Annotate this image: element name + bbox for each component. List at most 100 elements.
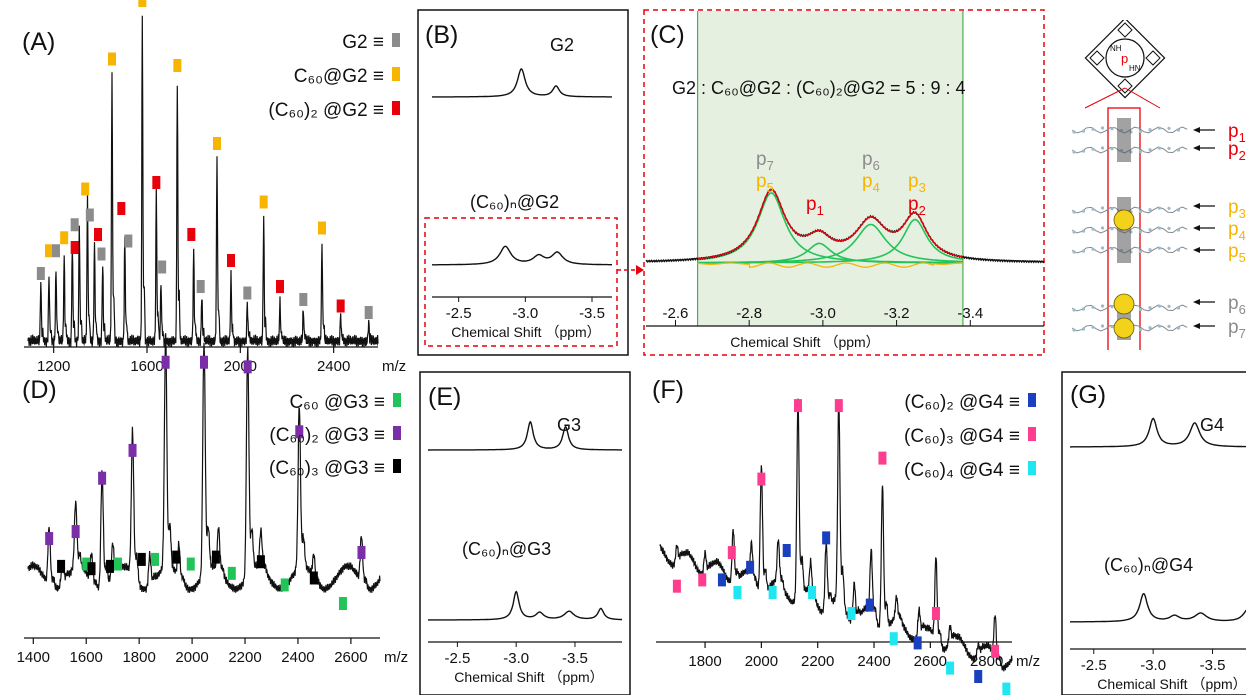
panel-a: (A) 1200 1600 2000 2400 m/z G2 ≡ C₆₀@G2 ≡ (C₆₀)… <box>22 0 406 375</box>
legend-label: C₆₀ @G3 ≡ <box>289 392 385 413</box>
legend-swatch <box>393 459 401 473</box>
nmr-trace <box>432 245 612 266</box>
x-tick-label: 2200 <box>228 649 261 666</box>
x-tick-label: -3.0 <box>1140 657 1166 674</box>
peak-label-p2: p2 <box>908 194 926 218</box>
nmr-trace <box>1070 417 1246 448</box>
cage-atom <box>1157 304 1162 308</box>
peak-label-p4: p4 <box>862 171 880 195</box>
peak-marker-yellow <box>45 244 53 258</box>
x-tick-label: 1600 <box>70 649 103 666</box>
model-label: p6 <box>1228 293 1246 317</box>
peak-marker-gray <box>52 244 60 258</box>
x-tick-label: -2.6 <box>663 305 689 322</box>
peak-marker-black <box>57 559 66 573</box>
cage-atom <box>1167 324 1171 328</box>
callout-line <box>1124 87 1161 109</box>
c60-ball <box>1113 209 1135 231</box>
peak-marker-purple <box>45 532 54 546</box>
legend-swatch <box>1028 427 1036 441</box>
cage-atom <box>1091 247 1095 251</box>
peak-marker-gray <box>124 234 133 248</box>
cage-atom <box>1100 304 1105 308</box>
panel-g-frame <box>1061 371 1246 695</box>
legend-swatch <box>1028 393 1036 407</box>
legend-label: (C₆₀)₂ @G2 ≡ <box>268 100 384 121</box>
peak-marker-black <box>211 550 220 564</box>
hn-label: HN <box>1129 64 1141 73</box>
fit-region-shade <box>697 11 963 326</box>
peak-marker-cyan <box>768 586 777 599</box>
cage-atom <box>1138 209 1143 214</box>
peak-marker-black <box>309 571 318 585</box>
peak-label-p6: p6 <box>862 149 880 173</box>
spectrum-label: G2 <box>550 35 574 55</box>
cage-atom <box>1081 149 1086 153</box>
x-tick-label: -3.4 <box>957 305 983 322</box>
model-arrow-head <box>1193 145 1200 151</box>
cage-atom <box>1176 208 1181 212</box>
model-arrow-head <box>1193 203 1200 209</box>
cage-atom <box>1091 305 1095 309</box>
panel-e-plot: G3 (C₆₀)ₙ@G3 -2.5 -3.0 -3.5 Chemical Shift （p… <box>428 415 622 685</box>
panel-d: (D) 1400 1600 1800 2000 2200 2400 2600 m/z C₆₀ @… <box>17 333 408 666</box>
cage-atom <box>1081 307 1086 311</box>
cage-atom <box>1138 327 1143 332</box>
cage-atom <box>1157 226 1162 230</box>
peak-marker-gray <box>243 286 252 300</box>
peak-marker-blue <box>913 636 922 650</box>
peak-marker-purple <box>357 545 366 559</box>
spectrum-label: (C₆₀)ₙ@G2 <box>470 192 559 212</box>
cage-atom <box>1167 226 1171 230</box>
cage-atom <box>1100 324 1105 328</box>
peak-marker-blue <box>822 531 831 545</box>
panel-d-plot: 1400 1600 1800 2000 2200 2400 2600 m/z C₆₀ @G3 ≡… <box>17 333 408 666</box>
peak-marker-green <box>113 557 122 571</box>
peak-marker-gray <box>299 293 308 306</box>
legend-label: (C₆₀)₃ @G4 ≡ <box>904 426 1020 447</box>
peak-marker-black <box>256 555 265 569</box>
cage-atom <box>1081 229 1086 233</box>
panel-e-label: (E) <box>428 383 461 411</box>
porphyrin-p-label: p <box>1121 51 1128 66</box>
peak-label-p5: p5 <box>756 171 774 195</box>
peak-marker-yellow <box>318 221 326 235</box>
cage-atom <box>1081 129 1086 133</box>
peak-marker-yellow <box>108 52 116 66</box>
cage-atom <box>1167 206 1171 210</box>
legend-label: (C₆₀)₄ @G4 ≡ <box>904 460 1020 481</box>
panel-b-label: (B) <box>425 21 458 49</box>
peak-marker-gray <box>97 247 106 261</box>
zoom-arrow-head <box>636 265 644 275</box>
model-label: p2 <box>1228 139 1246 163</box>
cage-atom <box>1110 127 1114 131</box>
legend-label: (C₆₀)₃ @G3 ≡ <box>269 458 385 479</box>
panel-d-label: (D) <box>22 376 57 404</box>
peak-marker-purple <box>295 425 304 439</box>
x-tick-label: -3.0 <box>512 305 538 322</box>
panel-c: -2.6 -2.8 -3.0 -3.2 -3.4 Chemical Shift （ppm）… <box>643 9 1045 356</box>
cage-atom <box>1157 146 1162 150</box>
peak-marker-pink <box>834 399 843 413</box>
peak-marker-red <box>94 228 102 241</box>
cage-atom <box>1072 308 1076 312</box>
x-tick-label: 1600 <box>130 358 163 375</box>
cage-atom <box>1072 130 1076 134</box>
peak-marker-gray <box>364 306 373 319</box>
legend-label: (C₆₀)₂ @G4 ≡ <box>904 392 1020 413</box>
cage-atom <box>1176 128 1181 132</box>
peak-marker-blue <box>865 598 874 612</box>
panel-g-plot: G4 (C₆₀)ₙ@G4 -2.5 -3.0 -3.5 Chemical Shift （p… <box>1070 415 1246 692</box>
peak-marker-yellow <box>173 59 182 72</box>
peak-marker-cyan <box>847 607 856 620</box>
x-axis-title: Chemical Shift （ppm） <box>1097 676 1246 692</box>
cage-atom <box>1176 148 1181 152</box>
x-tick-label: -3.0 <box>503 650 529 667</box>
x-axis-title: Chemical Shift （ppm） <box>454 669 603 685</box>
panel-c-plot: -2.6 -2.8 -3.0 -3.2 -3.4 Chemical Shift （ppm）… <box>645 11 1045 350</box>
x-tick-label: -2.8 <box>736 305 762 322</box>
pyrrole-ring <box>1117 78 1133 94</box>
cage-atom <box>1176 326 1181 330</box>
panel-g-label: (G) <box>1070 381 1106 409</box>
